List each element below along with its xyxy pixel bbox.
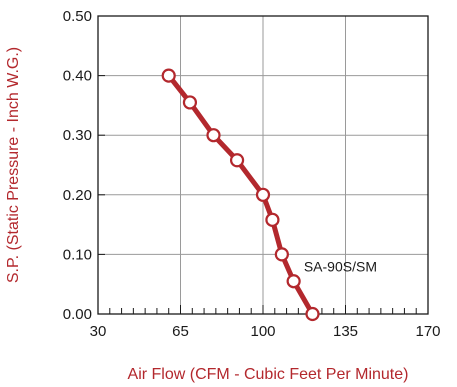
data-point: [255, 187, 271, 202]
data-point: [182, 95, 198, 110]
y-tick-label: 0.00: [63, 306, 92, 323]
y-tick-label: 0.30: [63, 127, 92, 144]
data-point: [274, 247, 289, 262]
data-point: [305, 306, 320, 322]
x-tick-label: 65: [172, 323, 189, 340]
y-tick-label: 0.10: [63, 246, 92, 263]
x-tick-label: 170: [415, 323, 440, 340]
x-tick-label: 100: [250, 323, 275, 340]
x-axis-title: Air Flow (CFM - Cubic Feet Per Minute): [128, 366, 409, 383]
data-point: [265, 212, 280, 227]
data-point: [206, 128, 221, 143]
series-label: SA-90S/SM: [304, 258, 377, 274]
y-tick-label: 0.40: [63, 68, 92, 85]
y-tick-label: 0.50: [63, 8, 92, 25]
x-tick-label: 135: [333, 323, 358, 340]
x-tick-label: 30: [90, 323, 107, 340]
y-tick-label: 0.20: [63, 187, 92, 204]
data-point: [286, 274, 301, 289]
data-point: [229, 153, 245, 168]
y-axis-title: S.P. (Static Pressure - Inch W.G.): [5, 47, 22, 283]
axis-layer: [97, 15, 429, 315]
series-layer: [161, 68, 320, 322]
grid-layer: [98, 16, 428, 314]
label-layer: 30 65 100 135 170 0.00 0.10 0.20 0.30 0.40 0.50 SA-…: [63, 8, 441, 340]
data-point: [161, 68, 176, 83]
